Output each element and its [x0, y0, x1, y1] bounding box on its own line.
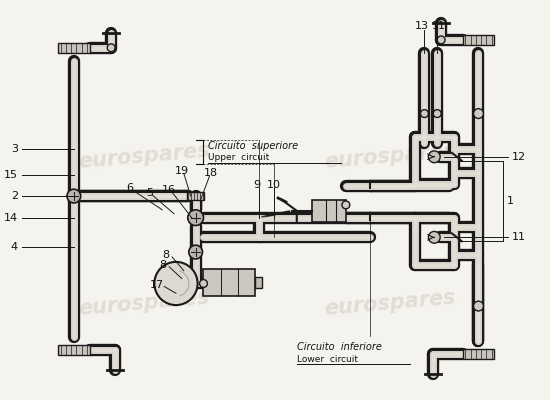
Text: 4: 4 [11, 242, 18, 252]
Text: eurospares: eurospares [78, 288, 211, 319]
Text: Upper  circuit: Upper circuit [208, 153, 270, 162]
Bar [311, 200, 346, 222]
Text: 11: 11 [512, 232, 526, 242]
Circle shape [107, 44, 115, 52]
Circle shape [474, 301, 483, 311]
Circle shape [437, 36, 445, 44]
Text: 5: 5 [146, 188, 153, 198]
Circle shape [189, 245, 202, 259]
Bar [204, 269, 255, 296]
Circle shape [67, 189, 81, 203]
Text: 8: 8 [160, 260, 167, 270]
Circle shape [428, 151, 440, 163]
Bar [255, 277, 262, 288]
Bar [463, 349, 494, 359]
Text: 6: 6 [126, 183, 133, 193]
Circle shape [428, 232, 440, 243]
Circle shape [342, 201, 350, 209]
Circle shape [474, 109, 483, 118]
Circle shape [155, 262, 197, 305]
Bar [187, 192, 205, 200]
Bar [58, 345, 90, 355]
Text: 11: 11 [432, 21, 446, 31]
Circle shape [433, 110, 441, 118]
Text: 1: 1 [507, 196, 514, 206]
Text: 19: 19 [175, 166, 189, 176]
Text: Circuito  inferiore: Circuito inferiore [297, 342, 382, 352]
Text: 3: 3 [11, 144, 18, 154]
Bar [463, 35, 494, 45]
Text: eurospares: eurospares [78, 140, 211, 172]
Text: Circuito  superiore: Circuito superiore [208, 141, 299, 151]
Text: 10: 10 [267, 180, 281, 190]
Text: 13: 13 [415, 21, 428, 31]
Circle shape [188, 210, 204, 226]
Text: 16: 16 [162, 185, 176, 195]
Text: 12: 12 [512, 152, 526, 162]
Text: 14: 14 [4, 213, 18, 223]
Text: Lower  circuit: Lower circuit [297, 355, 358, 364]
Text: eurospares: eurospares [323, 140, 456, 172]
Text: 15: 15 [4, 170, 18, 180]
Text: 17: 17 [150, 280, 164, 290]
Circle shape [200, 280, 207, 288]
Text: 2: 2 [11, 191, 18, 201]
Bar [58, 43, 90, 53]
Text: 9: 9 [253, 180, 260, 190]
Text: eurospares: eurospares [323, 288, 456, 319]
Text: 18: 18 [204, 168, 218, 178]
Circle shape [421, 110, 428, 118]
Text: 8: 8 [163, 250, 170, 260]
